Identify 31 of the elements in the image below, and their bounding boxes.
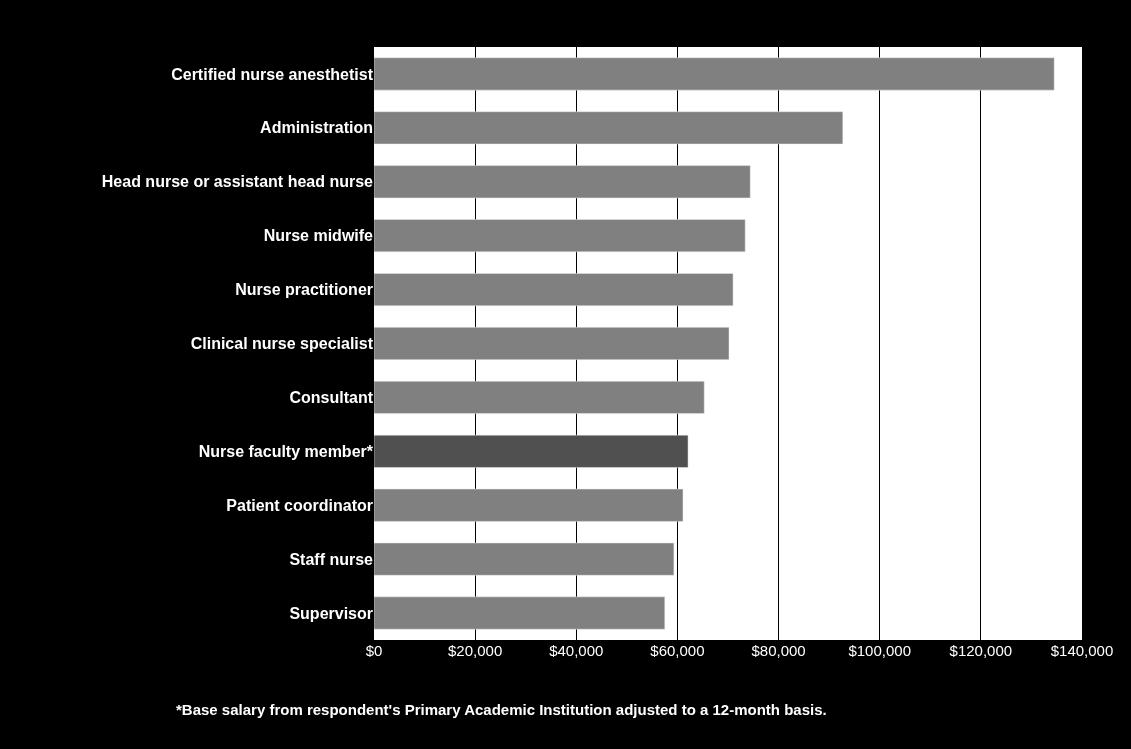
x-tick-label: $100,000 [848,642,911,659]
bar [374,273,734,307]
bar [374,380,705,414]
bar [374,111,844,145]
y-tick-label: Supervisor [289,604,373,622]
y-tick-label: Head nurse or assistant head nurse [101,173,374,191]
bar [374,488,684,522]
x-tick-label: $20,000 [448,642,503,659]
y-tick-label: Nurse practitioner [235,281,373,299]
bar [374,542,675,576]
x-tick-label: $120,000 [949,642,1013,659]
bar [374,57,1055,91]
x-tick-label: $0 [365,642,383,659]
y-tick-label: Nurse midwife [263,227,374,245]
bar [374,327,730,360]
x-tick-label: $140,000 [1050,642,1114,659]
x-tick-label: $60,000 [650,642,705,659]
bar [374,165,751,199]
x-tick-label: $80,000 [751,642,806,659]
text: *Base salary from respondent's Primary Academic Institution adjusted to a 12-month basis. [176,701,827,718]
y-tick-label: Certified nurse anesthetist [171,65,374,83]
y-tick-label: Patient coordinator [226,496,373,514]
bar [374,434,689,468]
y-tick-label: Administration [260,119,373,137]
bar [374,219,746,253]
y-tick-label: Staff nurse [289,550,374,568]
y-tick-label: Clinical nurse specialist [190,335,374,353]
y-tick-label: Nurse faculty member* [198,442,374,460]
bar [374,596,666,630]
y-tick-label: Consultant [289,389,374,407]
x-tick-label: $40,000 [549,642,604,659]
